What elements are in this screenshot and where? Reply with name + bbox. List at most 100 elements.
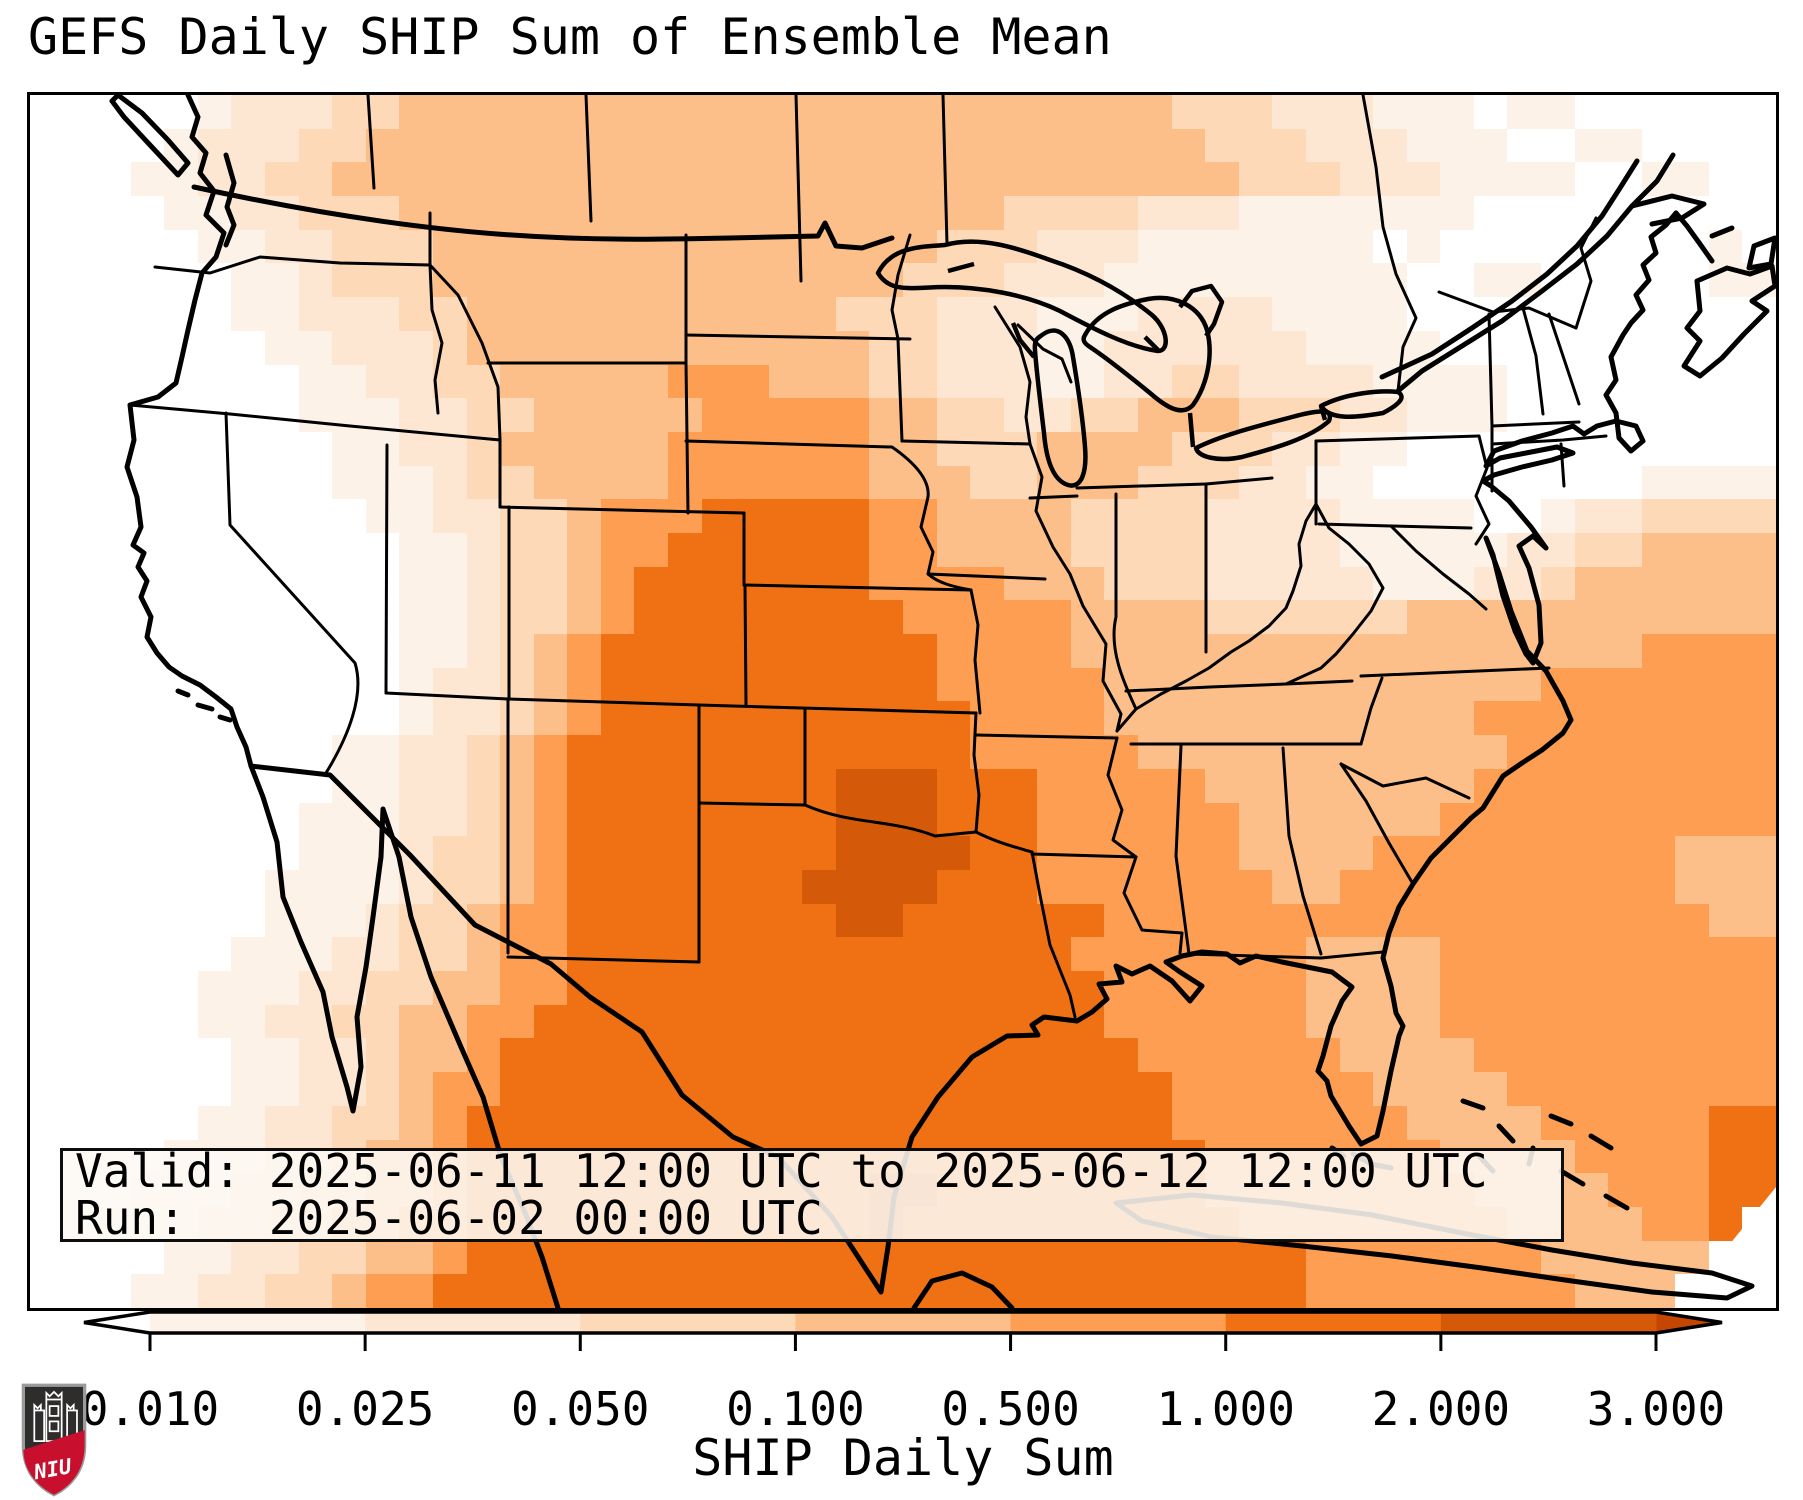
border-wa-or bbox=[153, 255, 432, 275]
border-sk-mb bbox=[794, 95, 803, 283]
detroit-river bbox=[1187, 412, 1196, 448]
baja-gulf-of-california bbox=[248, 763, 561, 1308]
info-box: Valid: 2025-06-11 12:00 UTC to 2025-06-1… bbox=[60, 1148, 1564, 1242]
map-title: GEFS Daily SHIP Sum of Ensemble Mean bbox=[28, 8, 1112, 66]
border-al-ms bbox=[1174, 744, 1191, 956]
coastline-main bbox=[124, 95, 1679, 1295]
border-37n bbox=[384, 691, 978, 715]
border-45n-qc bbox=[1437, 290, 1578, 330]
cape-breton bbox=[1746, 235, 1776, 271]
map-outline-svg bbox=[109, 95, 1776, 1308]
border-ohio-river bbox=[1115, 502, 1318, 733]
border-mississippi-river bbox=[1028, 442, 1123, 733]
coastline-paths bbox=[109, 95, 1776, 1308]
niagara-river bbox=[1318, 405, 1328, 421]
colorbar-ticks bbox=[148, 1333, 1658, 1351]
lake-superior bbox=[875, 239, 1168, 354]
st-lawrence-north-shore bbox=[1379, 158, 1640, 380]
border-ia-mo bbox=[926, 572, 1047, 581]
border-va-nc bbox=[1359, 666, 1551, 678]
border-panhandle-s bbox=[697, 801, 807, 807]
border-ia-mn bbox=[900, 439, 1032, 446]
canada-border-49th bbox=[191, 184, 895, 251]
colorbar-tick-label: 1.000 bbox=[1156, 1382, 1294, 1436]
border-ky-tn bbox=[1124, 679, 1354, 693]
border-42n bbox=[128, 403, 502, 442]
border-id-mt bbox=[428, 263, 502, 442]
colorbar-tick-label: 2.000 bbox=[1372, 1382, 1510, 1436]
border-wv-va bbox=[1284, 502, 1385, 686]
channel-islands bbox=[175, 688, 233, 723]
border-nc-sc bbox=[1339, 762, 1471, 800]
border-ar-la bbox=[1030, 852, 1138, 859]
georgian-bay bbox=[1178, 283, 1225, 338]
border-potomac bbox=[1389, 524, 1488, 611]
border-nd-sd bbox=[684, 333, 912, 341]
colorbar-tick-label: 3.000 bbox=[1587, 1382, 1725, 1436]
lake-michigan bbox=[1032, 328, 1088, 488]
border-mi-s bbox=[1075, 476, 1274, 490]
border-tx-la bbox=[1030, 850, 1077, 1019]
valid-text: Valid: 2025-06-11 12:00 UTC to 2025-06-1… bbox=[75, 1144, 1488, 1198]
isle-royale bbox=[947, 261, 975, 274]
puget-sound bbox=[223, 152, 237, 248]
border-il-in bbox=[1112, 492, 1138, 711]
border-ca-nv bbox=[224, 411, 360, 775]
colorbar-axis-label: SHIP Daily Sum bbox=[692, 1429, 1113, 1487]
st-lawrence-south-shore bbox=[1395, 152, 1676, 394]
border-red-river bbox=[803, 803, 978, 838]
border-sd-mn bbox=[896, 337, 904, 443]
border-vt-nh bbox=[1521, 306, 1545, 416]
colorbar-tick-labels: 0.010 0.025 0.050 0.100 0.500 1.000 2.000 3.000 bbox=[81, 1382, 1725, 1436]
bay-of-fundy bbox=[1673, 210, 1715, 264]
niu-logo: NIU bbox=[21, 1383, 87, 1497]
border-wi-mn bbox=[993, 305, 1032, 446]
border-ma-s bbox=[1490, 434, 1608, 446]
border-ga-al bbox=[1281, 746, 1323, 956]
lake-huron bbox=[1081, 295, 1212, 413]
border-or-id bbox=[428, 263, 444, 415]
border-qc-on bbox=[1361, 95, 1418, 393]
colorbar-tick-label: 0.025 bbox=[296, 1382, 434, 1436]
green-bay bbox=[1010, 322, 1036, 359]
border-41n bbox=[498, 505, 746, 515]
nova-scotia bbox=[1681, 263, 1776, 379]
yucatan-edge bbox=[911, 1270, 1015, 1308]
border-mason-dixon bbox=[1317, 522, 1473, 530]
weather-map: Valid: 2025-06-11 12:00 UTC to 2025-06-1… bbox=[27, 92, 1779, 1311]
border-ne-ks bbox=[742, 583, 973, 592]
border-tn-nc bbox=[1359, 676, 1384, 746]
border-ct-ri bbox=[1559, 442, 1566, 488]
colorbar-segments bbox=[84, 1312, 1722, 1333]
border-bc-ab bbox=[366, 95, 376, 190]
lake-erie bbox=[1193, 409, 1333, 462]
run-text: Run: 2025-06-02 00:00 UTC bbox=[75, 1191, 823, 1245]
colorbar-outline bbox=[83, 1310, 1723, 1335]
niu-red-band bbox=[23, 1430, 85, 1495]
border-nv-ut bbox=[384, 443, 389, 695]
colorbar: 0.010 0.025 0.050 0.100 0.500 1.000 2.000 3.000… bbox=[81, 1310, 1725, 1487]
border-delaware-river bbox=[1474, 434, 1491, 546]
border-fl-n bbox=[1187, 950, 1385, 960]
border-ar-miss-river bbox=[1106, 736, 1138, 859]
border-pa-ny bbox=[1314, 434, 1481, 443]
border-nm-s bbox=[506, 955, 701, 964]
border-sd-ne bbox=[684, 439, 930, 499]
colorbar-tick-label: 0.050 bbox=[511, 1382, 649, 1436]
colorbar-tick-label: 0.500 bbox=[941, 1382, 1079, 1436]
border-wi-mi bbox=[1016, 323, 1073, 384]
colorbar-tick-label: 0.010 bbox=[81, 1382, 219, 1436]
st-marys-river bbox=[1143, 335, 1160, 352]
border-mb-on bbox=[941, 95, 949, 246]
great-lakes bbox=[875, 239, 1404, 488]
border-ar-mo bbox=[974, 733, 1119, 740]
border-ok-ar bbox=[972, 711, 981, 834]
border-ga-sc bbox=[1339, 762, 1415, 886]
colorbar-tick-label: 0.100 bbox=[726, 1382, 864, 1436]
border-me-nb bbox=[1574, 216, 1598, 330]
border-wy-e bbox=[684, 361, 690, 515]
gaspe-peninsula bbox=[1629, 193, 1707, 227]
border-ma-n bbox=[1490, 420, 1581, 428]
vancouver-island bbox=[109, 95, 191, 178]
